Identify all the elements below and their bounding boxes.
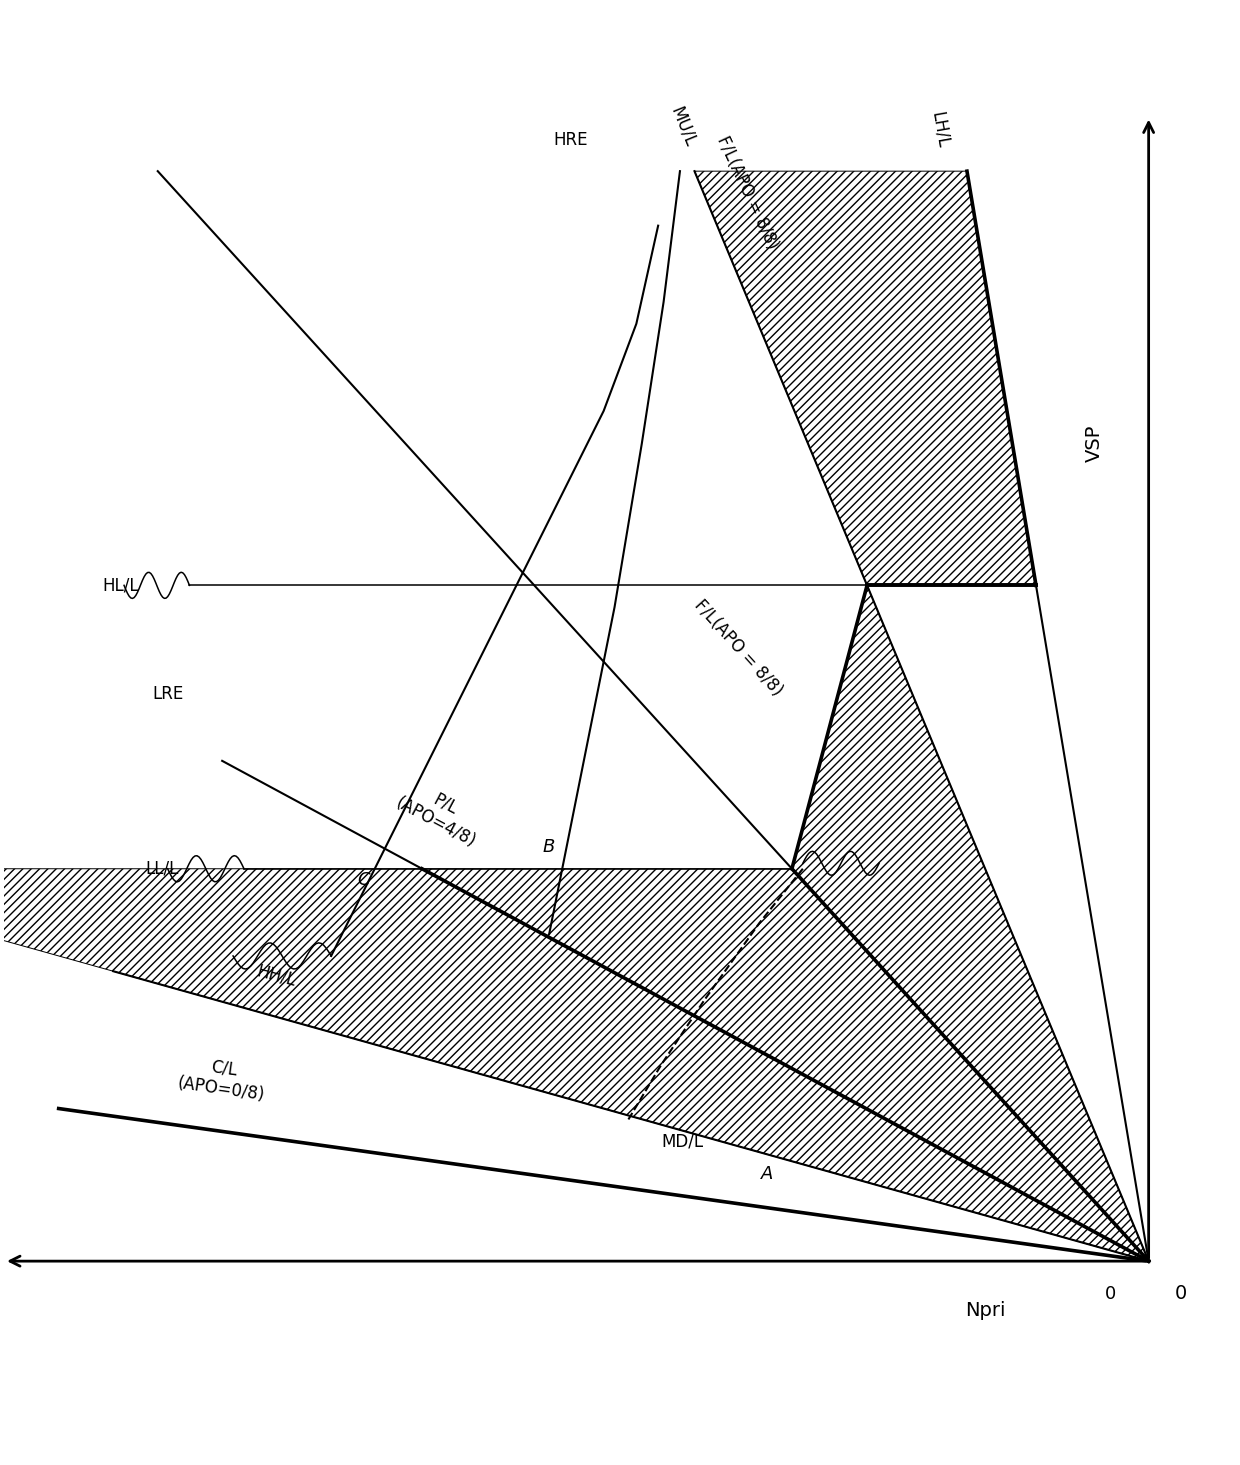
Text: Npri: Npri [965,1301,1006,1320]
Text: B: B [543,838,556,856]
Text: 0: 0 [1176,1285,1188,1304]
Text: F/L(APO = 8/8): F/L(APO = 8/8) [691,596,786,700]
Text: A: A [761,1165,774,1182]
Text: LRE: LRE [153,686,184,703]
Text: C: C [357,870,371,889]
Text: HRE: HRE [554,132,588,149]
Text: LH/L: LH/L [928,110,952,149]
Text: MD/L: MD/L [662,1132,704,1150]
Text: LL/L: LL/L [146,860,180,878]
Text: F/L(APO = 8/8): F/L(APO = 8/8) [713,133,781,252]
Text: VSP: VSP [1085,425,1104,463]
Text: C/L
(APO=0/8): C/L (APO=0/8) [176,1053,268,1105]
Text: 0: 0 [1105,1285,1116,1302]
Text: HH/L: HH/L [255,963,299,990]
Text: MU/L: MU/L [667,104,699,149]
Text: HL/L: HL/L [102,576,139,595]
Text: P/L
(APO=4/8): P/L (APO=4/8) [392,776,489,851]
